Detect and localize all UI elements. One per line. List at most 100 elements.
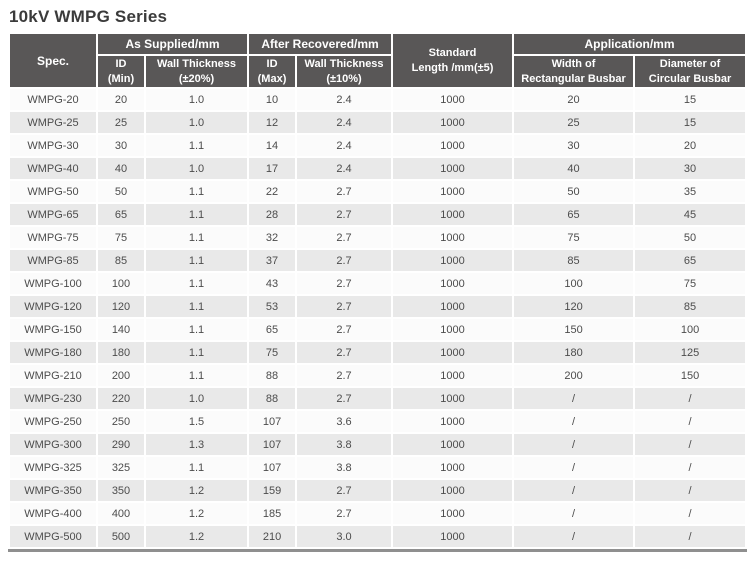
header-standard-length: Standard Length /mm(±5) (393, 34, 513, 87)
cell-diam-circ-busbar: 100 (635, 319, 746, 340)
cell-id-min: 120 (98, 296, 144, 317)
cell-spec: WMPG-350 (10, 480, 96, 501)
cell-wall-thickness-20: 1.1 (146, 250, 248, 271)
cell-diam-circ-busbar: / (635, 457, 746, 478)
cell-diam-circ-busbar: 45 (635, 204, 746, 225)
cell-wall-thickness-20: 1.0 (146, 112, 248, 133)
cell-spec: WMPG-25 (10, 112, 96, 133)
cell-spec: WMPG-180 (10, 342, 96, 363)
cell-id-max: 22 (249, 181, 296, 202)
header-as-supplied: As Supplied/mm (98, 34, 248, 54)
cell-id-max: 10 (249, 89, 296, 110)
cell-wall-thickness-20: 1.3 (146, 434, 248, 455)
cell-wall-thickness-10: 2.4 (297, 158, 392, 179)
cell-spec: WMPG-120 (10, 296, 96, 317)
cell-spec: WMPG-400 (10, 503, 96, 524)
cell-id-min: 220 (98, 388, 144, 409)
header-diam-circ-busbar-line2: Circular Busbar (648, 72, 732, 85)
table-row: WMPG-230 220 1.0 88 2.7 1000// (10, 388, 746, 409)
cell-id-max: 210 (249, 526, 296, 547)
cell-id-min: 400 (98, 503, 144, 524)
cell-wall-thickness-20: 1.1 (146, 135, 248, 156)
cell-wall-thickness-10: 2.7 (297, 480, 392, 501)
cell-standard-length: 1000 (393, 365, 513, 386)
cell-id-min: 290 (98, 434, 144, 455)
wmpg-series-table: Spec. As Supplied/mm After Recovered/mm … (8, 32, 747, 549)
cell-standard-length: 1000 (393, 457, 513, 478)
cell-wall-thickness-10: 2.7 (297, 319, 392, 340)
cell-id-min: 200 (98, 365, 144, 386)
cell-id-max: 88 (249, 388, 296, 409)
cell-diam-circ-busbar: / (635, 411, 746, 432)
header-wall-thickness-20: Wall Thickness (±20%) (146, 56, 248, 87)
cell-id-min: 325 (98, 457, 144, 478)
cell-id-max: 107 (249, 411, 296, 432)
cell-wall-thickness-20: 1.0 (146, 89, 248, 110)
cell-wall-thickness-10: 3.8 (297, 434, 392, 455)
table-row: WMPG-325 325 1.1 107 3.8 1000// (10, 457, 746, 478)
cell-spec: WMPG-20 (10, 89, 96, 110)
cell-wall-thickness-10: 2.7 (297, 365, 392, 386)
cell-wall-thickness-10: 2.7 (297, 503, 392, 524)
header-id-min-line1: ID (115, 58, 127, 71)
cell-width-rect-busbar: 30 (514, 135, 634, 156)
cell-id-min: 30 (98, 135, 144, 156)
header-id-max-line1: ID (266, 58, 278, 71)
cell-diam-circ-busbar: 50 (635, 227, 746, 248)
cell-wall-thickness-20: 1.5 (146, 411, 248, 432)
cell-id-min: 100 (98, 273, 144, 294)
table-row: WMPG-150 140 1.1 65 2.7 1000 150 100 (10, 319, 746, 340)
cell-spec: WMPG-65 (10, 204, 96, 225)
header-standard-length-line2: Length /mm(±5) (411, 61, 494, 74)
cell-id-max: 75 (249, 342, 296, 363)
cell-spec: WMPG-210 (10, 365, 96, 386)
cell-id-max: 32 (249, 227, 296, 248)
cell-wall-thickness-20: 1.1 (146, 181, 248, 202)
table-row: WMPG-100 100 1.1 43 2.7 1000 100 75 (10, 273, 746, 294)
cell-standard-length: 1000 (393, 319, 513, 340)
header-spec: Spec. (10, 34, 96, 87)
header-width-rect-busbar-line1: Width of (551, 58, 596, 71)
cell-spec: WMPG-300 (10, 434, 96, 455)
cell-spec: WMPG-50 (10, 181, 96, 202)
cell-spec: WMPG-30 (10, 135, 96, 156)
cell-id-min: 250 (98, 411, 144, 432)
cell-id-max: 14 (249, 135, 296, 156)
cell-spec: WMPG-230 (10, 388, 96, 409)
header-width-rect-busbar: Width of Rectangular Busbar (514, 56, 634, 87)
page-title: 10kV WMPG Series (9, 7, 168, 26)
table-row: WMPG-210 200 1.1 88 2.7 1000 200 150 (10, 365, 746, 386)
cell-id-min: 50 (98, 181, 144, 202)
cell-diam-circ-busbar: 125 (635, 342, 746, 363)
cell-wall-thickness-10: 2.4 (297, 89, 392, 110)
header-id-min: ID (Min) (98, 56, 144, 87)
cell-wall-thickness-20: 1.1 (146, 296, 248, 317)
table-header: Spec. As Supplied/mm After Recovered/mm … (10, 34, 746, 87)
cell-wall-thickness-10: 2.7 (297, 204, 392, 225)
cell-id-min: 140 (98, 319, 144, 340)
cell-width-rect-busbar: 50 (514, 181, 634, 202)
cell-standard-length: 1000 (393, 158, 513, 179)
cell-diam-circ-busbar: 35 (635, 181, 746, 202)
cell-id-min: 350 (98, 480, 144, 501)
cell-diam-circ-busbar: 15 (635, 89, 746, 110)
cell-diam-circ-busbar: 150 (635, 365, 746, 386)
cell-wall-thickness-10: 3.8 (297, 457, 392, 478)
cell-width-rect-busbar: / (514, 503, 634, 524)
header-width-rect-busbar-line2: Rectangular Busbar (521, 72, 626, 85)
cell-wall-thickness-10: 2.7 (297, 181, 392, 202)
cell-standard-length: 1000 (393, 296, 513, 317)
cell-standard-length: 1000 (393, 204, 513, 225)
cell-diam-circ-busbar: / (635, 503, 746, 524)
cell-diam-circ-busbar: 20 (635, 135, 746, 156)
header-standard-length-line1: Standard (428, 47, 477, 60)
cell-id-max: 43 (249, 273, 296, 294)
cell-id-max: 53 (249, 296, 296, 317)
cell-width-rect-busbar: 20 (514, 89, 634, 110)
cell-wall-thickness-10: 2.7 (297, 388, 392, 409)
header-group-row: Spec. As Supplied/mm After Recovered/mm … (10, 34, 746, 87)
header-id-max: ID (Max) (249, 56, 296, 87)
cell-id-max: 159 (249, 480, 296, 501)
cell-id-min: 500 (98, 526, 144, 547)
cell-id-min: 75 (98, 227, 144, 248)
